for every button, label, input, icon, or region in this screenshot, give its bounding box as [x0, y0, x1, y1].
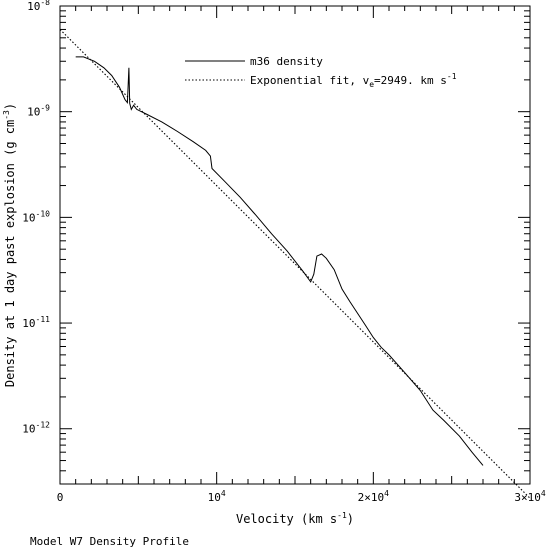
x-tick-label: 3×104 [514, 489, 546, 504]
axis-ticks [59, 5, 531, 485]
y-tick-label: 10-12 [22, 421, 50, 436]
x-tick-label: 0 [57, 491, 64, 504]
series-line-exponential-fit [59, 29, 531, 499]
y-tick-label: 10-11 [22, 315, 50, 330]
y-axis-label: Density at 1 day past explosion (g cm-3) [2, 103, 17, 387]
chart-caption: Model W7 Density Profile [30, 535, 189, 548]
legend-label-m36: m36 density [250, 55, 323, 68]
legend-label-fit: Exponential fit, ve=2949. km s-1 [250, 72, 457, 89]
y-tick-label: 10-10 [22, 209, 50, 224]
series-line-m36-density [75, 56, 484, 466]
axis-tick-labels: 0 104 2×104 3×104 10-8 10-9 10-10 10-11 10-12 [22, 0, 546, 504]
x-tick-label: 2×104 [358, 489, 390, 504]
x-axis-label: Velocity (km s-1) [236, 511, 354, 526]
legend: m36 density Exponential fit, ve=2949. km … [185, 55, 457, 89]
x-tick-label: 104 [208, 489, 226, 504]
y-tick-label: 10-8 [27, 0, 50, 13]
y-tick-label: 10-9 [27, 104, 50, 119]
series-layer [59, 29, 531, 499]
